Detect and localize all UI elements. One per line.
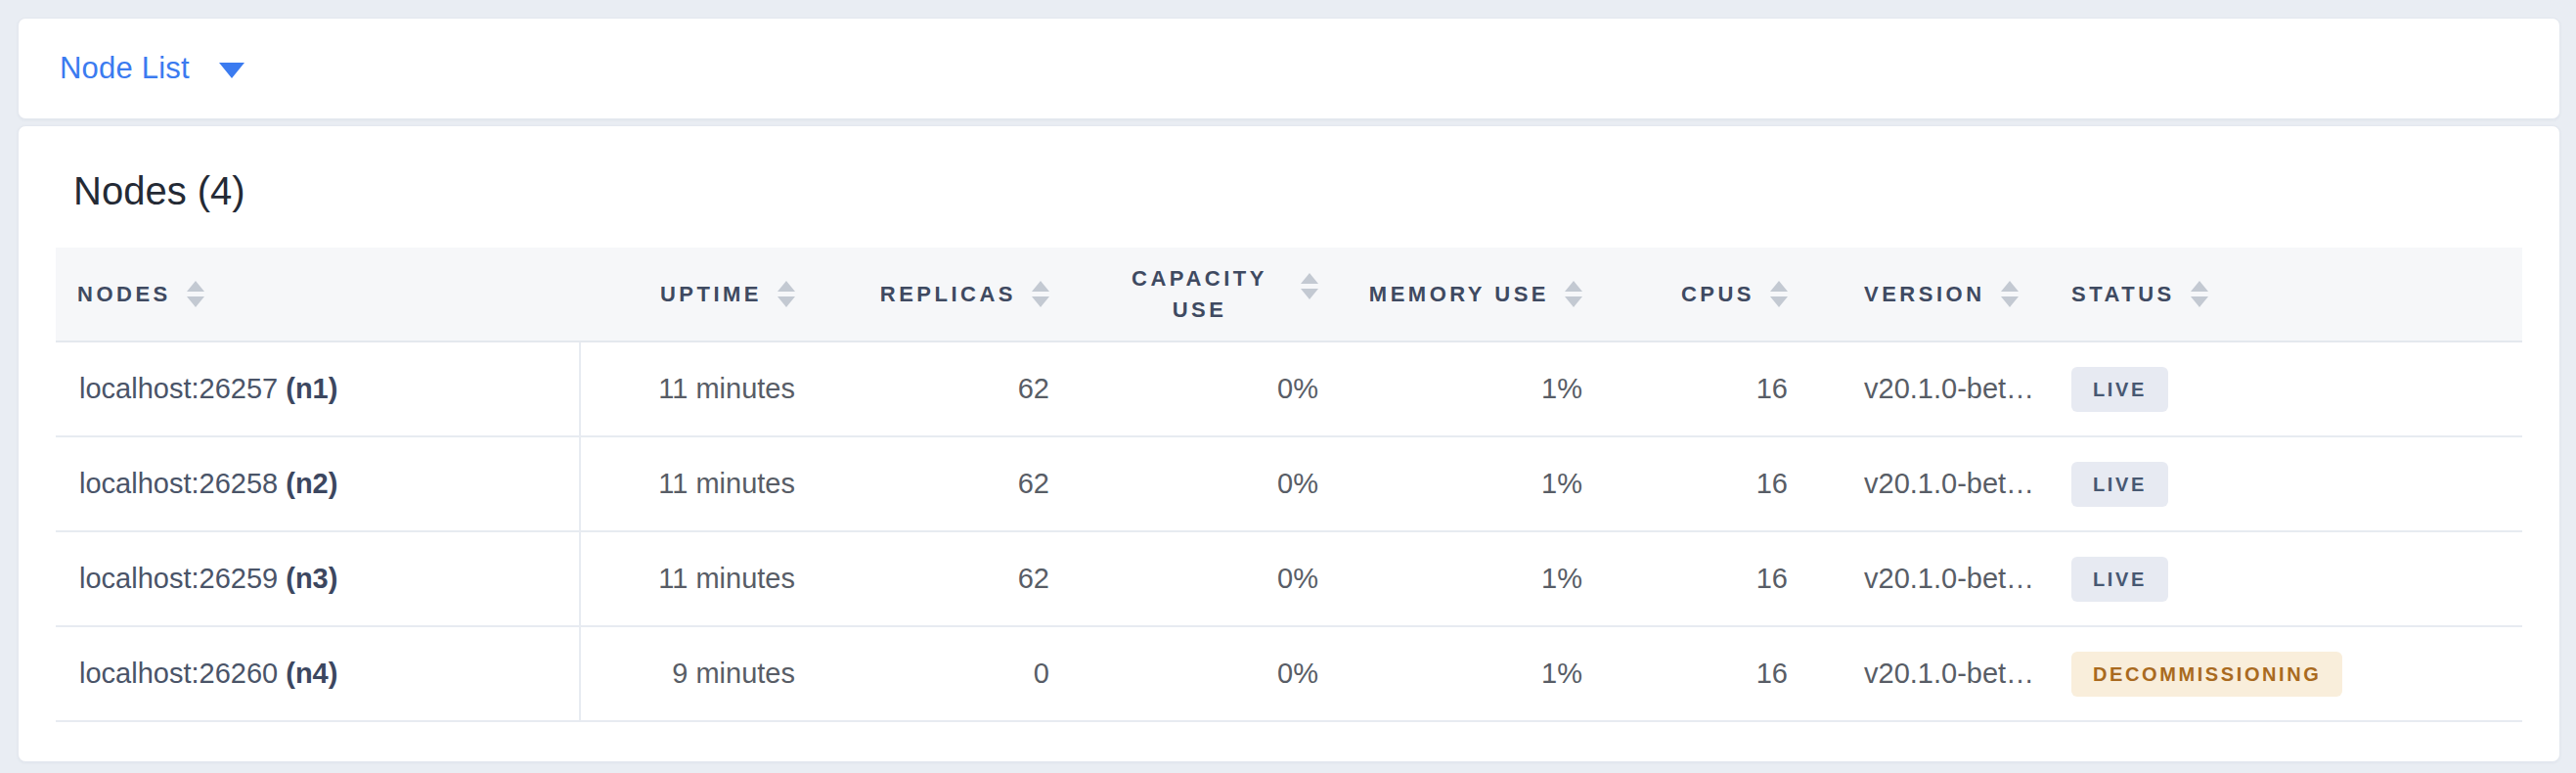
sort-icon [2001, 281, 2019, 307]
table-header-row: NODES UPTIME REPLICAS [56, 248, 2522, 341]
node-id: (n1) [286, 373, 337, 404]
node-address-cell: localhost:26258 (n2) [56, 436, 580, 531]
column-header-label: REPLICAS [880, 279, 1016, 310]
column-header-label: VERSION [1864, 279, 1985, 310]
table-row[interactable]: localhost:26260 (n4) 9 minutes 0 0% 1% 1… [56, 626, 2522, 721]
replicas-cell: 62 [838, 436, 1092, 531]
page-background: Node List Nodes (4) NODES [0, 0, 2576, 773]
column-header-memory-use[interactable]: MEMORY USE [1361, 248, 1625, 341]
cpus-cell: 16 [1625, 341, 1831, 436]
node-address: localhost:26257 [79, 373, 278, 404]
replicas-cell: 62 [838, 341, 1092, 436]
column-header-label: MEMORY USE [1369, 279, 1549, 310]
column-header-cpus[interactable]: CPUS [1625, 248, 1831, 341]
node-address: localhost:26258 [79, 468, 278, 499]
status-cell: LIVE [2036, 436, 2522, 531]
status-cell: LIVE [2036, 341, 2522, 436]
memory-use-cell: 1% [1361, 531, 1625, 626]
uptime-cell: 11 minutes [580, 341, 838, 436]
table-row[interactable]: localhost:26258 (n2) 11 minutes 62 0% 1%… [56, 436, 2522, 531]
column-header-version[interactable]: VERSION [1831, 248, 2036, 341]
node-address-cell: localhost:26257 (n1) [56, 341, 580, 436]
replicas-cell: 0 [838, 626, 1092, 721]
node-id: (n4) [286, 658, 337, 689]
capacity-use-cell: 0% [1092, 626, 1361, 721]
capacity-use-cell: 0% [1092, 341, 1361, 436]
version-cell: v20.1.0-bet… [1831, 531, 2036, 626]
column-header-label: CPUS [1681, 279, 1754, 310]
column-header-uptime[interactable]: UPTIME [580, 248, 838, 341]
memory-use-cell: 1% [1361, 436, 1625, 531]
sort-icon [1770, 281, 1788, 307]
node-address-cell: localhost:26260 (n4) [56, 626, 580, 721]
view-selector-dropdown[interactable]: Node List [60, 51, 244, 86]
capacity-use-cell: 0% [1092, 436, 1361, 531]
view-selector-card: Node List [18, 18, 2560, 119]
column-header-capacity-use[interactable]: CAPACITY USE [1092, 248, 1361, 341]
column-header-label: STATUS [2071, 279, 2175, 310]
capacity-use-cell: 0% [1092, 531, 1361, 626]
node-address: localhost:26260 [79, 658, 278, 689]
column-header-nodes[interactable]: NODES [56, 248, 580, 341]
column-header-label: CAPACITY USE [1114, 263, 1285, 326]
status-badge: LIVE [2071, 557, 2168, 602]
column-header-label: UPTIME [660, 279, 762, 310]
sort-icon [2191, 281, 2208, 307]
node-address: localhost:26259 [79, 563, 278, 594]
table-row[interactable]: localhost:26259 (n3) 11 minutes 62 0% 1%… [56, 531, 2522, 626]
nodes-card: Nodes (4) NODES [18, 125, 2560, 762]
version-cell: v20.1.0-bet… [1831, 626, 2036, 721]
node-id: (n2) [286, 468, 337, 499]
sort-icon [187, 281, 204, 307]
view-selector-label: Node List [60, 51, 190, 86]
node-id: (n3) [286, 563, 337, 594]
status-badge: DECOMMISSIONING [2071, 652, 2342, 697]
cpus-cell: 16 [1625, 531, 1831, 626]
uptime-cell: 11 minutes [580, 436, 838, 531]
table-row[interactable]: localhost:26257 (n1) 11 minutes 62 0% 1%… [56, 341, 2522, 436]
version-cell: v20.1.0-bet… [1831, 341, 2036, 436]
cpus-cell: 16 [1625, 436, 1831, 531]
column-header-status[interactable]: STATUS [2036, 248, 2522, 341]
uptime-cell: 11 minutes [580, 531, 838, 626]
status-cell: LIVE [2036, 531, 2522, 626]
sort-icon [777, 281, 795, 307]
status-cell: DECOMMISSIONING [2036, 626, 2522, 721]
replicas-cell: 62 [838, 531, 1092, 626]
memory-use-cell: 1% [1361, 341, 1625, 436]
uptime-cell: 9 minutes [580, 626, 838, 721]
cpus-cell: 16 [1625, 626, 1831, 721]
status-badge: LIVE [2071, 367, 2168, 412]
node-address-cell: localhost:26259 (n3) [56, 531, 580, 626]
caret-down-icon [219, 63, 244, 78]
version-cell: v20.1.0-bet… [1831, 436, 2036, 531]
sort-icon [1565, 281, 1582, 307]
sort-icon [1032, 281, 1049, 307]
status-badge: LIVE [2071, 462, 2168, 507]
page-title: Nodes (4) [73, 171, 2522, 210]
column-header-label: NODES [77, 279, 171, 310]
memory-use-cell: 1% [1361, 626, 1625, 721]
column-header-replicas[interactable]: REPLICAS [838, 248, 1092, 341]
sort-icon [1301, 273, 1318, 299]
nodes-table: NODES UPTIME REPLICAS [56, 248, 2522, 722]
